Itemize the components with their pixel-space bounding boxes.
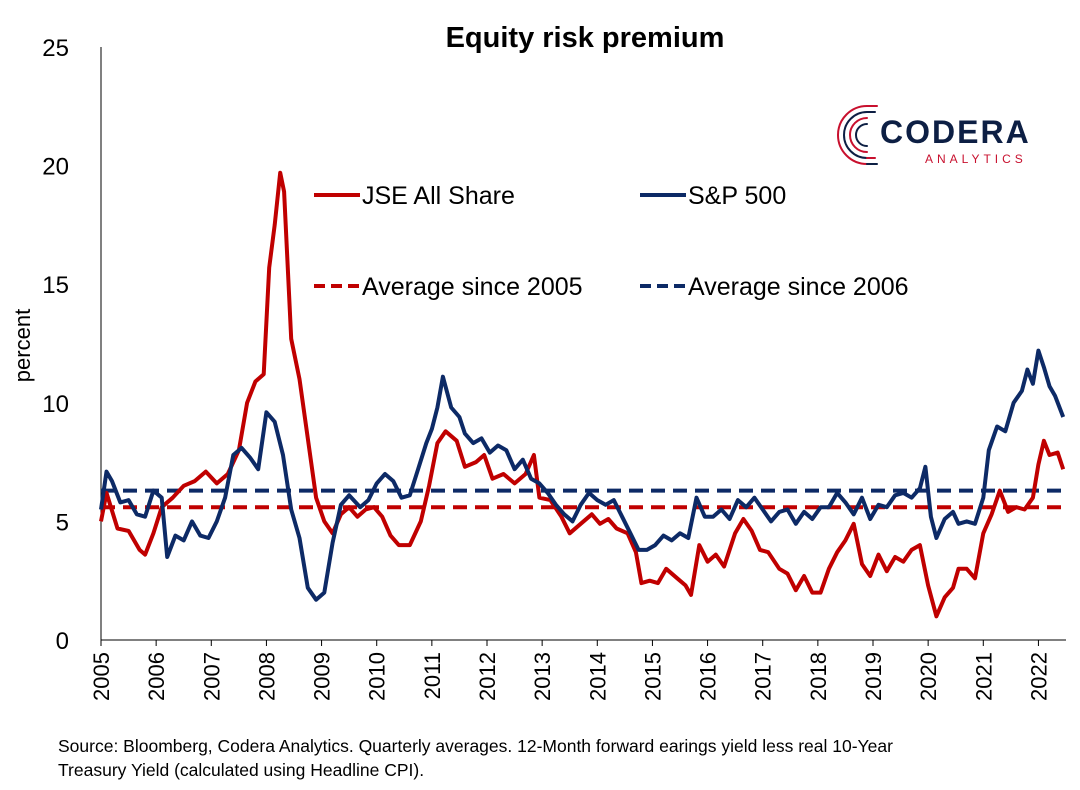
chart-title: Equity risk premium	[445, 22, 725, 54]
circuit-c-logo-icon	[837, 105, 878, 165]
x-tick-label: 2015	[640, 652, 665, 701]
y-axis-label: percent	[10, 309, 35, 382]
axes: 0 5 10 15 20 25 2005 2006 2007 2008 2009 2010 2011 20…	[10, 35, 1066, 701]
y-tick-label: 5	[56, 509, 69, 536]
x-tick-label: 2011	[420, 652, 445, 699]
x-tick-label: 2017	[751, 652, 776, 701]
legend-label-average-since-2005: Average since 2005	[362, 273, 583, 301]
y-tick-label: 10	[42, 391, 69, 418]
series-lines	[99, 170, 1066, 619]
x-tick-label: 2012	[475, 652, 500, 701]
legend-label-s-p-500: S&P 500	[688, 182, 786, 210]
y-tick-label: 25	[42, 35, 69, 62]
x-tick-label: 2005	[89, 652, 114, 701]
logo-wordmark: CODERA	[880, 114, 1031, 150]
y-tick-label: 0	[56, 628, 69, 655]
logo-subtitle: ANALYTICS	[925, 152, 1027, 166]
legend-label-jse-all-share: JSE All Share	[362, 182, 515, 210]
source-note: Source: Bloomberg, Codera Analytics. Qua…	[58, 736, 893, 780]
codera-logo: CODERA ANALYTICS	[833, 100, 1033, 170]
x-tick-label: 2008	[254, 652, 279, 701]
series-line-s-p-500	[99, 348, 1066, 602]
x-tick-label: 2022	[1026, 652, 1051, 701]
x-tick-label: 2014	[585, 652, 610, 701]
x-tick-label: 2020	[916, 652, 941, 701]
x-tick-label: 2019	[861, 652, 886, 701]
x-tick-label: 2007	[199, 652, 224, 701]
legend-label-average-since-2006: Average since 2006	[688, 273, 909, 301]
x-tick-label: 2016	[696, 652, 721, 701]
x-tick-label: 2006	[144, 652, 169, 701]
x-tick-label: 2010	[365, 652, 390, 701]
x-tick-label: 2009	[310, 652, 335, 701]
x-tick-label: 2018	[806, 652, 831, 701]
legend: JSE All Share S&P 500 Average since 2005 Av…	[314, 182, 909, 301]
series-line-jse-all-share	[99, 170, 1066, 619]
y-tick-label: 15	[42, 272, 69, 299]
x-tick-label: 2021	[971, 652, 996, 701]
x-tick-label: 2013	[530, 652, 555, 701]
y-tick-label: 20	[42, 154, 69, 181]
